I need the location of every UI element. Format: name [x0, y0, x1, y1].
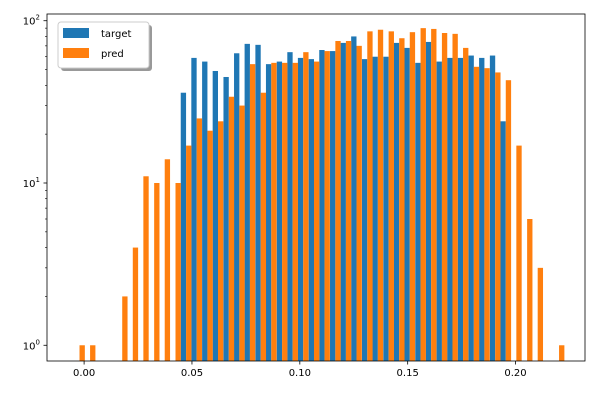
bar-pred	[388, 31, 394, 361]
bar-pred	[239, 105, 245, 361]
bar-pred	[143, 176, 149, 361]
bar-pred	[90, 345, 96, 361]
bar-pred	[324, 51, 330, 361]
bar-pred	[303, 52, 309, 362]
bar-pred	[377, 29, 384, 361]
bar-pred	[271, 62, 277, 361]
bar-target	[308, 59, 314, 362]
bar-target	[447, 57, 453, 362]
bar-pred	[292, 62, 298, 361]
bar-pred	[473, 66, 480, 362]
bar-target	[180, 92, 187, 361]
bar-target	[255, 44, 261, 361]
bar-pred	[431, 28, 437, 362]
bar-pred	[218, 121, 224, 361]
x-tick-label: 0.05	[181, 368, 203, 379]
bar-pred	[559, 345, 565, 361]
legend: target pred	[57, 21, 152, 71]
y-tick-label: 100	[23, 338, 40, 352]
bar-pred	[196, 118, 202, 361]
bar-pred	[249, 64, 256, 361]
bar-pred	[122, 296, 128, 361]
bar-pred	[537, 267, 544, 361]
y-tick-label: 101	[23, 176, 40, 190]
bar-target	[319, 50, 325, 361]
bar-pred	[154, 183, 160, 361]
pred-bars	[79, 28, 565, 362]
bar-pred	[164, 159, 171, 361]
legend-label-pred: pred	[101, 49, 124, 60]
bar-pred	[356, 45, 362, 361]
bar-target	[479, 57, 485, 362]
bar-pred	[484, 68, 490, 362]
legend-swatch-target	[63, 28, 89, 38]
bar-pred	[313, 61, 320, 361]
bar-pred	[345, 40, 352, 362]
bar-target	[372, 56, 378, 361]
bar-target	[404, 47, 410, 362]
bar-pred	[228, 96, 235, 361]
bar-target	[340, 42, 346, 362]
bar-target	[191, 57, 197, 362]
bar-pred	[452, 33, 458, 361]
bar-target	[489, 55, 496, 362]
bar-pred	[260, 92, 267, 361]
bar-pred	[186, 145, 192, 361]
bar-pred	[420, 28, 426, 361]
bar-target	[415, 62, 421, 361]
bar-pred	[495, 72, 501, 361]
bar-target	[223, 76, 229, 362]
bar-pred	[409, 32, 416, 362]
bar-target	[244, 43, 250, 362]
bar-target	[500, 121, 506, 361]
bar-pred	[367, 31, 373, 361]
bar-target	[202, 61, 208, 361]
bar-pred	[505, 80, 512, 361]
x-tick-label: 0.00	[73, 368, 95, 379]
bar-target	[393, 42, 400, 362]
legend-swatch-pred	[63, 48, 89, 58]
bar-target	[265, 64, 272, 361]
bar-target	[330, 51, 336, 361]
bar-pred	[463, 47, 469, 362]
bar-pred	[527, 219, 533, 361]
x-tick-label: 0.20	[504, 368, 526, 379]
bar-target	[436, 61, 442, 361]
bar-pred	[207, 130, 213, 361]
bar-target	[287, 52, 293, 362]
bar-pred	[441, 33, 448, 361]
axes: 0.00 0.05 0.10 0.15 0.20 100 101 102	[23, 13, 586, 379]
legend-label-target: target	[101, 29, 131, 40]
x-tick-label: 0.10	[289, 368, 311, 379]
bar-target	[361, 59, 368, 362]
bar-target	[351, 36, 357, 361]
bar-target	[457, 57, 464, 362]
bar-target	[468, 55, 474, 362]
bar-target	[383, 56, 389, 361]
bar-pred	[399, 38, 405, 361]
bar-target	[234, 53, 240, 361]
bar-pred	[79, 345, 85, 361]
x-tick-label: 0.15	[397, 368, 419, 379]
bar-target	[425, 41, 432, 361]
target-bars	[180, 36, 506, 362]
bar-target	[212, 70, 218, 362]
bar-target	[276, 61, 283, 361]
bar-pred	[132, 247, 139, 361]
bar-pred	[282, 62, 288, 361]
bar-target	[297, 57, 304, 362]
plot-frame	[46, 13, 586, 362]
bar-pred	[516, 145, 522, 361]
bar-pred	[175, 183, 181, 361]
bar-pred	[335, 40, 341, 362]
y-tick-label: 102	[23, 14, 40, 28]
